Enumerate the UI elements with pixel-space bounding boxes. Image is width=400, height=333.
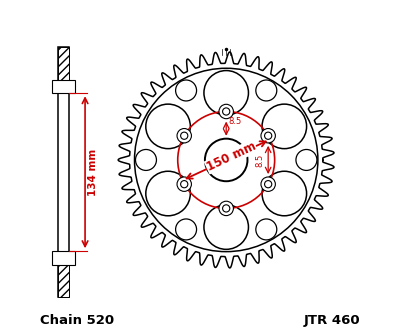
Circle shape [181, 180, 188, 188]
Circle shape [264, 132, 272, 139]
Bar [52, 251, 75, 265]
Circle shape [204, 205, 248, 249]
Circle shape [134, 68, 318, 252]
Text: 8.5: 8.5 [256, 153, 264, 166]
Text: 134 mm: 134 mm [88, 149, 98, 196]
Text: 150 mm: 150 mm [204, 140, 258, 174]
Bar [58, 265, 69, 297]
Polygon shape [118, 52, 334, 268]
Text: Chain 520: Chain 520 [40, 314, 114, 327]
Bar [58, 47, 69, 297]
Text: JTR 460: JTR 460 [304, 314, 360, 327]
Circle shape [262, 104, 306, 149]
Circle shape [176, 80, 196, 101]
Circle shape [261, 177, 275, 191]
Circle shape [264, 180, 272, 188]
Circle shape [262, 171, 306, 216]
Circle shape [177, 177, 192, 191]
Circle shape [181, 132, 188, 139]
Text: 8.5: 8.5 [229, 117, 242, 126]
Bar [58, 47, 69, 80]
Circle shape [204, 71, 248, 115]
Circle shape [205, 139, 248, 181]
Circle shape [219, 201, 233, 215]
Bar [52, 80, 75, 93]
Circle shape [256, 219, 277, 240]
Circle shape [222, 108, 230, 115]
Circle shape [296, 150, 317, 170]
Circle shape [146, 171, 190, 216]
Circle shape [219, 104, 233, 119]
Circle shape [222, 205, 230, 212]
Circle shape [261, 129, 275, 143]
Circle shape [177, 129, 192, 143]
Circle shape [146, 104, 190, 149]
Circle shape [136, 150, 156, 170]
Circle shape [176, 219, 196, 240]
Circle shape [256, 80, 277, 101]
